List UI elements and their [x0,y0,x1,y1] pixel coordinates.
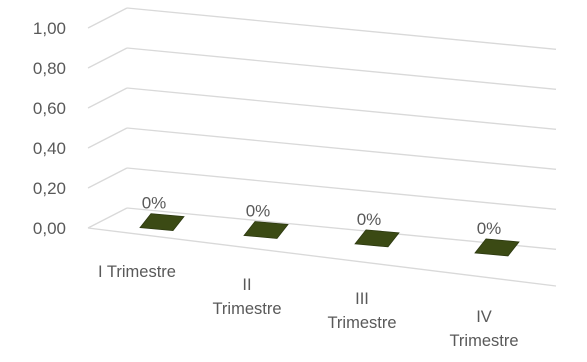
gridline-depth-2 [87,127,128,149]
gridline-depth-0 [87,207,128,229]
bar-2 [354,229,400,248]
x-tick-line: Trimestre [449,332,518,350]
gridline-2 [126,127,557,170]
data-label-2: 0% [357,210,382,229]
x-tick-line: I Trimestre [98,263,176,281]
x-tick-label-2: III Trimestre [327,290,396,332]
y-tick-label-0: 0,00 [33,219,66,238]
x-axis-ticks: I Trimestre II Trimestre III Trimestre IV Trim… [98,263,519,350]
bar-1 [243,221,289,239]
y-tick-label-3: 0,60 [33,99,66,118]
gridline-3 [126,87,557,130]
y-tick-label-4: 0,80 [33,59,66,78]
x-tick-line: Trimestre [212,300,281,318]
bars [139,213,520,257]
gridline-1 [126,167,557,210]
gridline-4 [126,47,557,90]
data-label-3: 0% [477,219,502,238]
data-labels: 0% 0% 0% 0% [142,194,502,238]
data-label-1: 0% [246,201,271,220]
data-label-0: 0% [142,194,167,213]
x-tick-line: Trimestre [327,314,396,332]
x-tick-label-1: II Trimestre [212,276,281,318]
gridline-depth-3 [87,87,128,109]
x-tick-line: II [242,276,251,294]
gridline-5 [126,7,557,50]
y-tick-label-2: 0,40 [33,139,66,158]
x-tick-label-3: IV Trimestre [449,308,518,350]
x-tick-label-0: I Trimestre [98,263,176,281]
gridline-depth-5 [87,7,128,29]
bar-3 [474,238,520,257]
gridlines [87,7,557,287]
x-tick-line: III [355,290,369,308]
y-tick-label-1: 0,20 [33,179,66,198]
gridline-depth-4 [87,47,128,69]
x-tick-line: IV [476,308,492,326]
y-axis-ticks: 0,00 0,20 0,40 0,60 0,80 1,00 [33,19,66,238]
floor-edge [87,227,557,287]
y-tick-label-5: 1,00 [33,19,66,38]
gridline-depth-1 [87,167,128,189]
bar-0 [139,213,185,232]
